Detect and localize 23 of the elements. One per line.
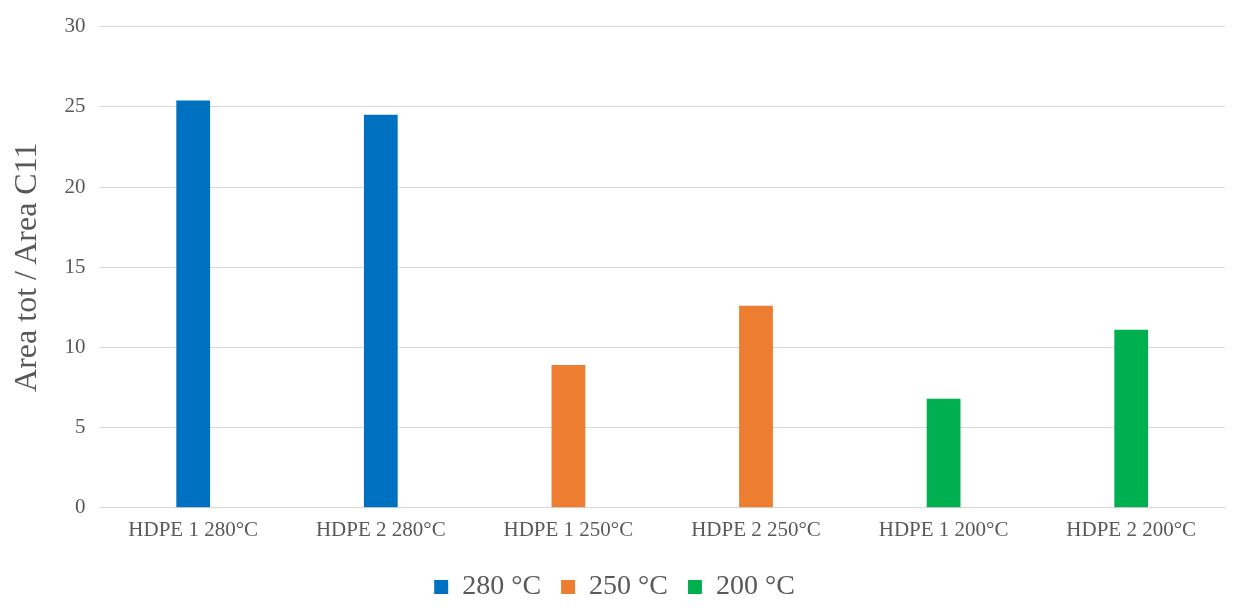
bar (176, 100, 211, 508)
y-tick-label: 5 (74, 414, 86, 439)
bar (363, 114, 398, 508)
legend-label: 250 °C (589, 569, 668, 601)
y-axis-title: Area tot / Area C11 (6, 142, 43, 392)
y-tick-label: 0 (74, 494, 86, 519)
y-tick-label: 15 (64, 253, 86, 278)
x-tick-label: HDPE 1 250°C (503, 516, 634, 541)
legend-label: 280 °C (462, 569, 542, 601)
y-tick-label: 20 (64, 173, 86, 198)
x-tick-label: HDPE 2 280°C (315, 516, 446, 541)
x-tick-label: HDPE 2 200°C (1066, 516, 1197, 541)
x-tick-label: HDPE 1 200°C (878, 516, 1009, 541)
bar (551, 365, 586, 508)
y-tick-label: 10 (64, 333, 86, 358)
y-tick-label: 25 (64, 93, 86, 118)
y-tick-label: 30 (64, 13, 86, 38)
bar (739, 305, 773, 508)
bar (1114, 329, 1149, 508)
legend-label: 200 °C (715, 569, 795, 601)
bar (926, 398, 961, 508)
x-tick-label: HDPE 2 250°C (691, 516, 821, 541)
x-tick-label: HDPE 1 280°C (128, 516, 259, 541)
